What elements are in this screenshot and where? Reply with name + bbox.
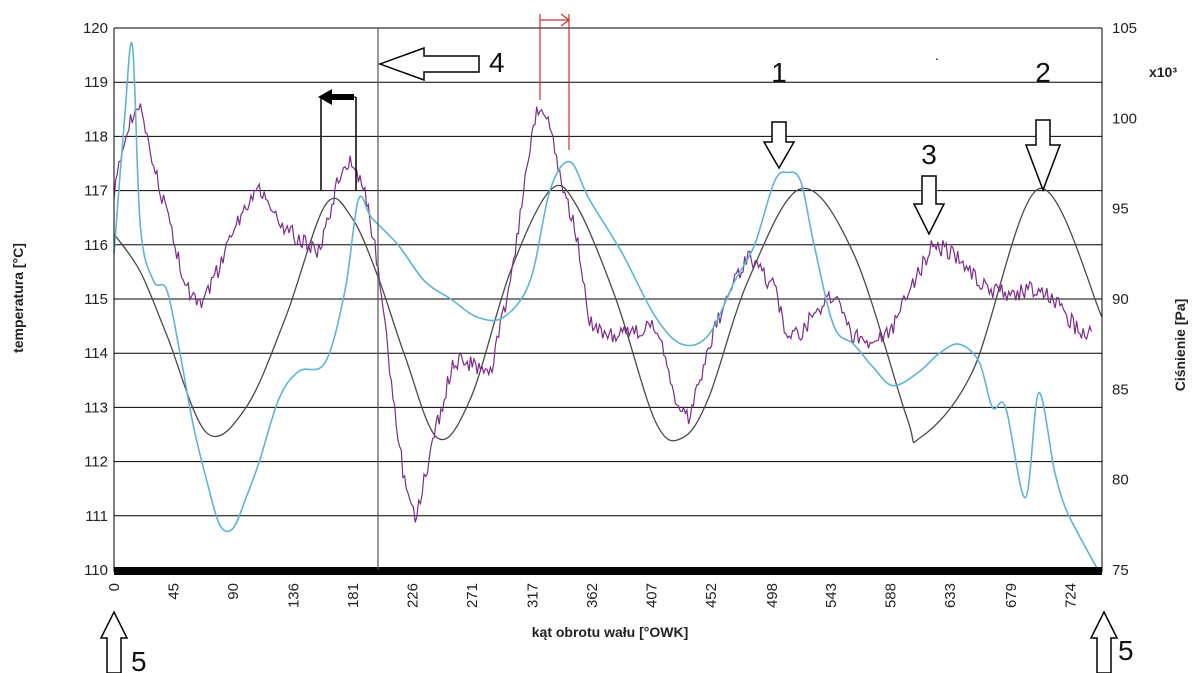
x-tick-label: 90 (225, 583, 242, 600)
x-tick-label: 362 (584, 583, 601, 608)
y-left-tick-label: 118 (84, 128, 108, 145)
y-right-tick-label: 85 (1112, 381, 1129, 398)
up-arrow-icon (1089, 610, 1119, 673)
x-axis-title: kąt obrotu wału [°OWK] (532, 624, 688, 640)
y-right-axis-title: Ciśnienie [Pa] (1172, 299, 1188, 392)
phase-shift-bracket-black (318, 89, 357, 190)
down-arrow-icon (912, 175, 946, 236)
annotation-label-5-left: 5 (131, 646, 147, 673)
y-left-tick-label: 113 (84, 399, 108, 416)
annotation-label-5-right: 5 (1118, 635, 1134, 666)
y-left-tick-label: 111 (85, 508, 108, 525)
series-layer (113, 42, 1103, 571)
series-line-pressure-sine (113, 184, 1103, 444)
x-axis-bar (114, 567, 1102, 575)
annotation-arrow-3: 3 (912, 139, 946, 236)
x-tick-label: 407 (644, 583, 661, 608)
down-arrow-icon (1024, 119, 1062, 193)
y-right-tick-label: 105 (1112, 20, 1137, 37)
annotation-label-3: 3 (921, 139, 937, 170)
right-arrow-icon (560, 13, 570, 27)
y-left-tick-label: 119 (84, 74, 108, 91)
x-tick-label: 45 (165, 583, 182, 600)
annotation-arrow-5-right: 5 (1089, 610, 1134, 673)
left-arrow-icon (377, 46, 480, 82)
right-axis-multiplier: x10³ (1149, 64, 1177, 80)
y-left-tick-label: 112 (84, 454, 108, 471)
annotation-arrow-4: 4 (377, 46, 505, 82)
phase-shift-bracket-red (539, 13, 570, 150)
grid-lines (114, 27, 1102, 571)
x-tick-label: 271 (464, 583, 481, 608)
series-line-pressure-measured (113, 42, 1099, 571)
x-tick-label: 633 (942, 583, 959, 608)
y-left-tick-labels: 110 111 112 113 114 115 116 117 118 119 120 (83, 20, 108, 579)
y-right-tick-label: 80 (1112, 472, 1129, 489)
annotation-label-1: 1 (771, 57, 787, 88)
annotation-label-2: 2 (1035, 57, 1051, 88)
y-left-tick-label: 114 (84, 345, 108, 362)
y-left-tick-label: 120 (83, 20, 108, 37)
x-tick-label: 0 (106, 583, 123, 591)
y-left-axis-title: temperatura [°C] (10, 243, 26, 353)
annotation-arrow-1: 1 (762, 57, 796, 170)
left-arrow-icon (318, 89, 354, 105)
y-left-tick-label: 116 (84, 237, 108, 254)
x-tick-label: 226 (405, 583, 422, 608)
series-line-temperature-measured (113, 103, 1092, 523)
x-tick-label: 498 (764, 583, 781, 608)
down-arrow-icon (762, 121, 796, 170)
y-right-tick-labels: 75 80 85 90 95 100 105 (1112, 20, 1137, 579)
y-right-tick-label: 75 (1112, 562, 1129, 579)
annotation-arrow-5-left: 5 (99, 610, 147, 673)
y-left-tick-label: 110 (84, 562, 108, 579)
x-tick-label: 317 (525, 583, 542, 608)
x-tick-label: 679 (1003, 583, 1020, 608)
x-tick-labels: 0 45 90 136 181 226 271 317 362 407 452 498 543 588 63… (106, 583, 1079, 608)
y-right-tick-label: 95 (1112, 201, 1129, 218)
up-arrow-icon (99, 610, 129, 673)
x-tick-label: 724 (1062, 583, 1079, 608)
stray-mark: . (935, 47, 939, 63)
x-tick-label: 136 (286, 583, 303, 608)
annotation-arrow-2: 2 (1024, 57, 1062, 193)
x-tick-label: 543 (823, 583, 840, 608)
y-left-tick-label: 115 (84, 291, 108, 308)
x-tick-label: 181 (345, 583, 362, 608)
y-right-tick-label: 90 (1112, 291, 1129, 308)
annotation-label-4: 4 (489, 47, 505, 78)
x-tick-label: 588 (883, 583, 900, 608)
x-tick-label: 452 (703, 583, 720, 608)
y-right-tick-label: 100 (1112, 110, 1137, 127)
y-left-tick-label: 117 (84, 183, 108, 200)
